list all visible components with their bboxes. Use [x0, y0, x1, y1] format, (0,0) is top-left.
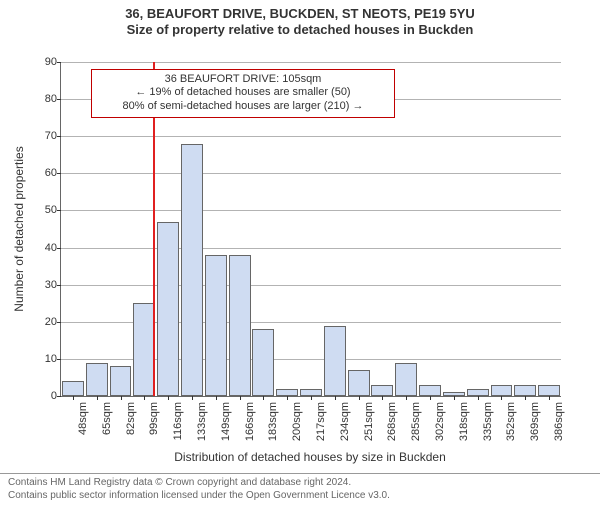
- xtick-mark: [335, 396, 336, 400]
- annotation-line1: 36 BEAUFORT DRIVE: 105sqm: [98, 73, 388, 87]
- xtick-mark: [287, 396, 288, 400]
- ytick-label: 10: [45, 353, 57, 365]
- footnote-line1: Contains HM Land Registry data © Crown c…: [8, 477, 592, 490]
- xtick-label: 82sqm: [125, 402, 137, 435]
- ytick-label: 60: [45, 167, 57, 179]
- bar: [491, 385, 513, 396]
- bar: [252, 329, 274, 396]
- xtick-label: 335sqm: [482, 402, 494, 441]
- xtick-label: 251sqm: [363, 402, 375, 441]
- bar: [371, 385, 393, 396]
- xtick-label: 386sqm: [553, 402, 565, 441]
- xtick-mark: [216, 396, 217, 400]
- xtick-mark: [97, 396, 98, 400]
- xtick-label: 116sqm: [172, 402, 184, 440]
- xtick-mark: [240, 396, 241, 400]
- xtick-mark: [525, 396, 526, 400]
- xtick-mark: [549, 396, 550, 400]
- x-axis-label: Distribution of detached houses by size …: [60, 450, 560, 464]
- xtick-mark: [501, 396, 502, 400]
- xtick-mark: [454, 396, 455, 400]
- bar: [348, 370, 370, 396]
- xtick-label: 183sqm: [267, 402, 279, 441]
- ytick-label: 20: [45, 316, 57, 328]
- annotation-box: 36 BEAUFORT DRIVE: 105sqm ← 19% of detac…: [91, 69, 395, 118]
- plot-area: 36 BEAUFORT DRIVE: 105sqm ← 19% of detac…: [60, 62, 561, 397]
- xtick-label: 149sqm: [220, 402, 232, 441]
- xtick-label: 65sqm: [101, 402, 113, 435]
- xtick-label: 166sqm: [244, 402, 256, 441]
- bar: [395, 363, 417, 396]
- xtick-mark: [192, 396, 193, 400]
- annotation-line2: ← 19% of detached houses are smaller (50…: [98, 86, 388, 100]
- xtick-label: 268sqm: [386, 402, 398, 441]
- bar: [324, 326, 346, 397]
- xtick-label: 200sqm: [291, 402, 303, 441]
- bar: [110, 366, 132, 396]
- annotation-line3: 80% of semi-detached houses are larger (…: [98, 100, 388, 114]
- bar: [157, 222, 179, 396]
- xtick-mark: [121, 396, 122, 400]
- xtick-mark: [359, 396, 360, 400]
- bar: [276, 389, 298, 396]
- bar: [419, 385, 441, 396]
- xtick-label: 234sqm: [339, 402, 351, 441]
- bar: [181, 144, 203, 396]
- footnote-line2: Contains public sector information licen…: [8, 490, 592, 503]
- bar: [62, 381, 84, 396]
- xtick-mark: [478, 396, 479, 400]
- xtick-mark: [311, 396, 312, 400]
- chart-title-line2: Size of property relative to detached ho…: [0, 22, 600, 38]
- xtick-label: 318sqm: [458, 402, 470, 441]
- y-axis-label: Number of detached properties: [12, 62, 26, 396]
- xtick-label: 48sqm: [77, 402, 89, 435]
- ytick-label: 70: [45, 130, 57, 142]
- xtick-mark: [144, 396, 145, 400]
- chart-title-line1: 36, BEAUFORT DRIVE, BUCKDEN, ST NEOTS, P…: [0, 6, 600, 22]
- bar: [514, 385, 536, 396]
- bar: [300, 389, 322, 396]
- xtick-mark: [382, 396, 383, 400]
- xtick-label: 352sqm: [505, 402, 517, 441]
- xtick-mark: [406, 396, 407, 400]
- xtick-label: 285sqm: [410, 402, 422, 441]
- ytick-label: 80: [45, 93, 57, 105]
- xtick-mark: [430, 396, 431, 400]
- ytick-label: 40: [45, 242, 57, 254]
- bar: [229, 255, 251, 396]
- xtick-label: 217sqm: [315, 402, 327, 441]
- xtick-label: 302sqm: [434, 402, 446, 441]
- bar: [133, 303, 155, 396]
- xtick-label: 369sqm: [529, 402, 541, 441]
- bar: [467, 389, 489, 396]
- xtick-label: 99sqm: [148, 402, 160, 435]
- bar: [538, 385, 560, 396]
- xtick-label: 133sqm: [196, 402, 208, 441]
- ytick-label: 30: [45, 279, 57, 291]
- xtick-mark: [263, 396, 264, 400]
- footnote: Contains HM Land Registry data © Crown c…: [0, 473, 600, 506]
- ytick-label: 90: [45, 56, 57, 68]
- ytick-mark: [57, 396, 61, 397]
- bar: [86, 363, 108, 396]
- ytick-label: 0: [51, 390, 57, 402]
- bar: [205, 255, 227, 396]
- ytick-label: 50: [45, 204, 57, 216]
- xtick-mark: [168, 396, 169, 400]
- xtick-mark: [73, 396, 74, 400]
